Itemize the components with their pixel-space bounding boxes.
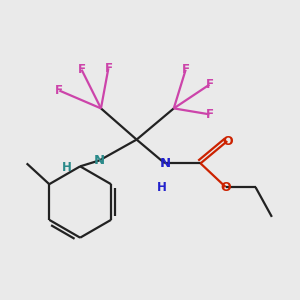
Text: F: F [206,78,213,91]
Text: H: H [62,161,72,174]
Text: O: O [222,135,232,148]
Text: N: N [159,157,170,170]
Text: N: N [94,154,105,167]
Text: F: F [182,63,190,76]
Text: H: H [157,181,167,194]
Text: F: F [104,62,112,75]
Text: F: F [78,63,86,76]
Text: F: F [55,84,63,97]
Text: F: F [206,108,213,121]
Text: O: O [220,181,231,194]
